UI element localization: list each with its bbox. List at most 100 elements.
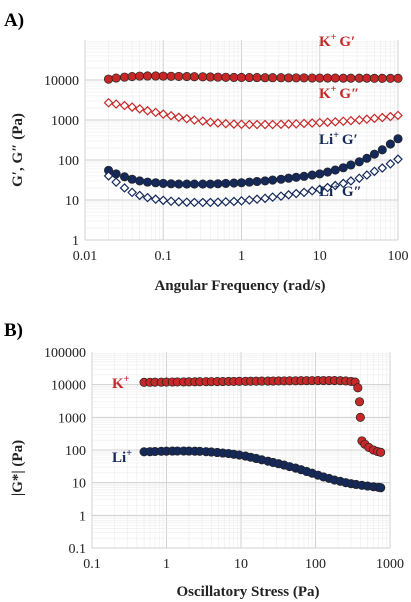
data-point	[220, 196, 231, 207]
data-point	[213, 118, 223, 128]
x-tick-label: 1000	[376, 557, 404, 572]
data-point	[307, 185, 318, 196]
data-point	[283, 189, 294, 200]
data-point	[244, 73, 254, 83]
data-point	[150, 107, 161, 118]
annotation-ion: Li	[319, 132, 333, 148]
data-point	[338, 73, 348, 83]
data-point	[236, 196, 247, 206]
data-point	[236, 72, 247, 82]
series-kg	[104, 71, 403, 84]
data-point	[354, 73, 364, 83]
data-point	[134, 190, 145, 201]
panel-a-y-axis-title: G′, G″ (Pa)	[10, 113, 26, 187]
data-point	[314, 117, 325, 128]
data-point	[299, 187, 309, 198]
panel-b-x-axis-title: Oscillatory Stress (Pa)	[176, 584, 319, 600]
data-point	[142, 105, 153, 116]
x-tick-label: 1	[163, 557, 170, 572]
data-point	[221, 178, 231, 188]
annotation-charge: +	[333, 130, 339, 141]
data-point	[291, 188, 302, 199]
x-tick-label: 10	[313, 249, 327, 264]
data-point	[158, 178, 168, 188]
annotation-suffix: G′	[339, 34, 355, 50]
annotation-suffix: G′	[342, 132, 358, 148]
data-point	[267, 192, 278, 202]
data-point	[330, 180, 341, 191]
data-point	[338, 178, 349, 189]
data-point	[291, 172, 301, 182]
data-point	[315, 169, 325, 179]
data-point	[119, 72, 130, 82]
data-point	[166, 110, 176, 121]
panel-a-label: A)	[4, 10, 24, 31]
data-point	[268, 175, 278, 185]
data-point	[244, 119, 255, 130]
data-point	[189, 72, 199, 82]
data-point	[307, 73, 317, 83]
data-point	[307, 170, 317, 180]
data-point	[181, 113, 192, 124]
x-tick-label: 0.01	[73, 249, 98, 264]
data-point	[158, 195, 169, 206]
data-point	[142, 177, 153, 187]
data-point	[213, 72, 223, 82]
data-point	[385, 111, 396, 122]
data-point	[111, 99, 121, 109]
svg-text:Li+: Li+	[112, 448, 132, 466]
data-point	[252, 176, 262, 187]
data-point	[377, 112, 388, 123]
data-point	[166, 179, 176, 189]
data-point	[158, 71, 168, 81]
annotation-charge: +	[124, 374, 130, 385]
data-point	[369, 166, 380, 177]
data-point	[346, 73, 356, 83]
data-point	[236, 119, 247, 130]
panel-b: B) 0.1 1 10 100 1000 0.1 1 10 100 1000 10000 100000…	[4, 320, 404, 600]
data-point	[189, 179, 199, 189]
data-point	[189, 115, 200, 125]
annotation-li: Li+	[112, 448, 132, 466]
y-tick-label: 10	[65, 194, 79, 209]
y-tick-label: 1000	[58, 411, 86, 426]
data-point	[119, 100, 130, 111]
data-point	[181, 197, 192, 208]
data-point	[252, 119, 262, 130]
panel-a-x-axis-title: Angular Frequency (rad/s)	[154, 278, 325, 294]
y-tick-label: 100	[65, 444, 86, 459]
annotation-ion: K	[112, 376, 124, 392]
data-point	[369, 113, 380, 124]
panel-a: A) 0.01 0.1 1 10 100 1 10 100 1000 10000 Angular …	[4, 10, 409, 294]
x-tick-label: 0.1	[83, 557, 101, 572]
data-point	[307, 118, 318, 128]
series-k	[139, 375, 386, 457]
data-point	[362, 170, 372, 180]
annotation-k-g-double-prime: K+ G″	[319, 84, 359, 102]
annotation-ion: Li	[112, 450, 126, 466]
data-point	[346, 176, 356, 186]
data-point	[369, 149, 379, 159]
data-point	[244, 195, 255, 205]
panel-b-data-points	[139, 375, 386, 493]
data-point	[284, 73, 294, 83]
data-point	[346, 115, 356, 126]
x-tick-label: 100	[388, 249, 409, 264]
data-point	[385, 73, 395, 83]
data-point	[354, 397, 365, 407]
data-point	[362, 153, 372, 163]
data-point	[330, 116, 341, 127]
y-tick-label: 1	[79, 509, 86, 524]
data-point	[174, 179, 184, 189]
data-point	[385, 159, 396, 169]
data-point	[291, 73, 301, 83]
x-tick-label: 100	[305, 557, 326, 572]
data-point	[377, 73, 387, 83]
data-point	[103, 171, 114, 181]
x-tick-label: 10	[234, 557, 248, 572]
annotation-suffix: G″	[342, 184, 362, 200]
data-point	[229, 72, 239, 82]
data-point	[322, 117, 333, 128]
data-point	[330, 73, 340, 83]
